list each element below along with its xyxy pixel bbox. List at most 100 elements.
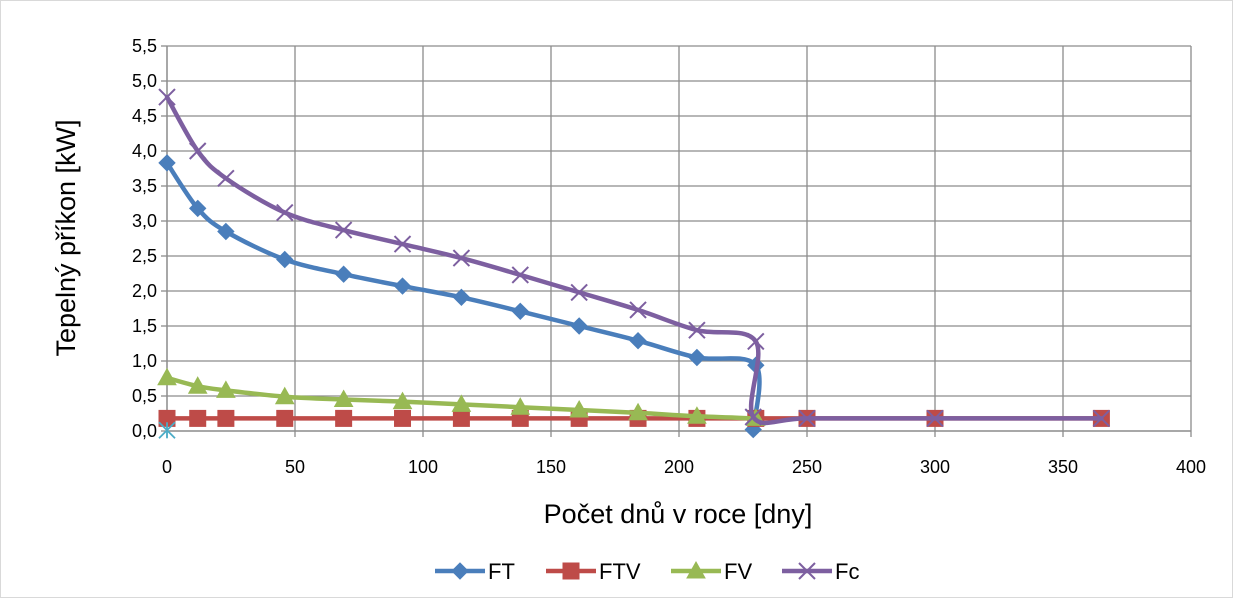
data-point-ft [334,265,353,283]
data-point-fc [217,169,235,188]
data-point-fv [687,406,707,424]
data-point-ft [629,331,647,350]
data-point-fc [511,266,529,284]
data-point-ft [570,317,588,335]
marker-stroke [747,332,765,351]
series-line-fc [164,94,1104,426]
x-tick-label: 200 [664,457,694,477]
series-fc [158,88,1111,428]
data-point-ft [452,288,471,307]
data-point-ftv [217,409,235,427]
data-point-fc [334,221,353,239]
data-point-fc [688,321,706,339]
marker-stroke [217,169,235,188]
data-point-fv [451,394,472,412]
data-point-ftv [452,409,470,427]
data-point-ftv [276,409,294,427]
data-point-ftv [189,409,207,427]
marker-stroke [798,409,816,428]
marker-stroke [158,88,176,106]
data-point-fc [452,249,471,267]
legend-item-ft: FT [435,559,515,584]
x-tick-label: 300 [920,457,950,477]
x-tick-label: 100 [408,457,438,477]
data-point-fc [1092,409,1111,428]
data-point-ft [393,277,412,295]
marker-stroke [688,321,706,339]
legend: FT FTV FV Fc [435,559,859,584]
data-point-fv [569,399,590,418]
y-axis-title: Tepelný příkon [kW] [51,119,81,356]
y-tick-label: 2,0 [132,281,157,301]
legend-label-fv: FV [724,559,752,584]
marker-stroke [276,203,294,222]
legend-label-ftv: FTV [599,559,641,584]
marker-stroke [393,235,412,253]
data-point-ft [158,154,176,172]
marker-stroke [334,221,353,239]
legend-label-ft: FT [488,559,515,584]
x-tick-label: 400 [1176,457,1206,477]
x-axis-title: Počet dnů v roce [dny] [544,499,813,529]
legend-label-fc: Fc [835,559,859,584]
data-point-fv [157,367,177,386]
y-tick-label: 1,5 [132,316,157,336]
y-tick-label: 3,0 [132,211,157,231]
legend-item-ftv: FTV [546,559,641,584]
y-tick-label: 0,0 [132,421,157,441]
marker-stroke [189,142,207,160]
y-tick-label: 4,5 [132,106,157,126]
y-tick-label: 5,0 [132,71,157,91]
data-point-fc [926,409,944,428]
legend-item-fc: Fc [782,559,859,584]
y-tick-label: 4,0 [132,141,157,161]
data-point-fv [333,389,354,407]
marker-stroke [744,408,762,426]
marker-stroke [570,283,588,302]
grid-layer [167,45,1192,431]
marker-stroke [629,301,647,319]
data-point-fv [510,397,531,415]
y-tick-label: 5,5 [132,36,157,56]
data-point-fc [747,332,765,351]
y-tick-label: 3,5 [132,176,157,196]
legend-marker-ftv [562,562,580,580]
data-point-fc [629,301,647,319]
y-tick-label: 1,0 [132,351,157,371]
data-point-fv [274,386,295,405]
legend-marker-ft [451,562,469,580]
data-point-fv [628,402,648,421]
tick-layer: 0,0 0,5 1,0 1,5 2,0 2,5 3,0 3,5 4,0 4,5 5,0 5,5 0 50 1… [132,36,1206,477]
data-point-ft [688,348,706,367]
data-point-ftv [335,409,353,427]
legend-item-fv: FV [671,559,752,584]
data-point-ftv [394,409,412,427]
data-point-fc [393,235,412,253]
marker-stroke [1092,409,1111,428]
legend-marker-fv [686,560,706,579]
x-tick-label: 150 [536,457,566,477]
data-point-fc [570,283,588,302]
legend-marker-fc [798,562,816,580]
data-point-ft [511,302,529,321]
data-point-ft [189,199,207,218]
axis-layer [161,45,1192,437]
marker-stroke [926,409,944,428]
data-point-ft [276,250,294,269]
data-point-fc [158,88,176,106]
data-point-ft [217,222,235,241]
data-point-fv [216,380,236,398]
marker-stroke [798,562,816,580]
data-point-fv [392,391,413,410]
marker-stroke [511,266,529,284]
data-point-fc [276,203,294,222]
marker-stroke [452,249,471,267]
series-layer [157,88,1111,439]
data-point-fv [187,376,208,394]
x-tick-label: 250 [792,457,822,477]
data-point-extra [158,421,176,439]
x-tick-label: 350 [1048,457,1078,477]
data-point-fc [744,408,762,426]
